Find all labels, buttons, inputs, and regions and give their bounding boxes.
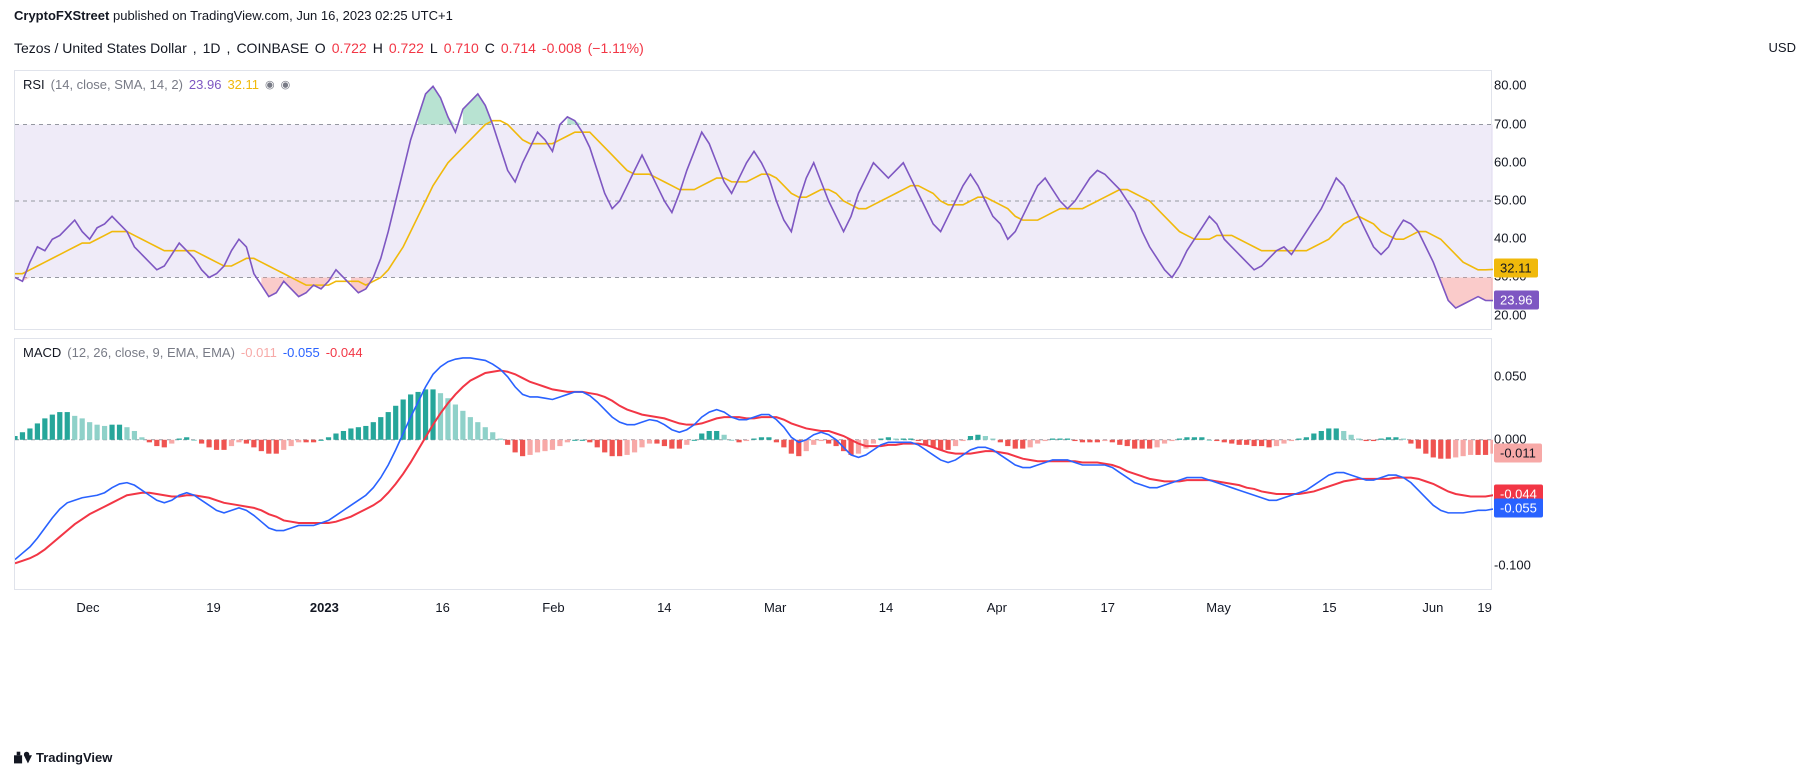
rsi-chart	[15, 71, 1493, 331]
time-axis-label: 14	[879, 600, 893, 615]
publish-header: CryptoFXStreet published on TradingView.…	[14, 8, 453, 23]
visibility-icon[interactable]: ◉	[265, 78, 275, 91]
tradingview-logo-text: TradingView	[36, 750, 112, 765]
tradingview-footer: TradingView	[14, 750, 112, 765]
macd-hist-badge: -0.011	[1494, 443, 1542, 462]
rsi-legend-name: RSI	[23, 77, 45, 92]
ohlc-l-label: L	[430, 40, 438, 56]
time-axis-label: 19	[1477, 600, 1491, 615]
published-on: published on TradingView.com,	[113, 8, 293, 23]
time-axis-label: Apr	[987, 600, 1007, 615]
ohlc-o-label: O	[315, 40, 326, 56]
ohlc-c-value: 0.714	[501, 40, 536, 56]
time-axis-label: Jun	[1422, 600, 1443, 615]
macd-legend-name: MACD	[23, 345, 61, 360]
macd-macd-badge: -0.055	[1494, 499, 1543, 518]
macd-legend: MACD (12, 26, close, 9, EMA, EMA) -0.011…	[23, 345, 363, 360]
publish-timestamp: Jun 16, 2023 02:25 UTC+1	[296, 8, 452, 23]
ohlc-change-pct: (−1.11%)	[588, 40, 644, 56]
rsi-pane[interactable]: RSI (14, close, SMA, 14, 2) 23.96 32.11 …	[14, 70, 1492, 330]
symbol-interval: 1D	[203, 40, 221, 56]
ohlc-change-abs: -0.008	[542, 40, 582, 56]
macd-value-sig: -0.044	[326, 345, 363, 360]
visibility-icon[interactable]: ◉	[281, 78, 291, 91]
ohlc-o-value: 0.722	[332, 40, 367, 56]
time-axis-label: Feb	[542, 600, 564, 615]
rsi-value-sma: 32.11	[227, 77, 259, 92]
time-axis-label: 16	[435, 600, 449, 615]
ohlc-l-value: 0.710	[444, 40, 479, 56]
rsi-main-badge: 23.96	[1494, 290, 1539, 309]
rsi-sma-badge: 32.11	[1494, 259, 1538, 278]
symbol-pair: Tezos / United States Dollar	[14, 40, 187, 56]
macd-value-macd: -0.055	[283, 345, 320, 360]
macd-chart	[15, 339, 1493, 591]
time-axis-label: Dec	[76, 600, 99, 615]
macd-value-hist: -0.011	[241, 345, 277, 360]
symbol-exchange: COINBASE	[236, 40, 308, 56]
time-axis: Dec 19 2023 16 Feb 14 Mar 14 Apr 17 May 15 Jun 19	[14, 598, 1492, 628]
macd-y-axis: -0.100-0.0500.0000.050	[1494, 338, 1554, 590]
chart-container: { "header": { "author": "CryptoFXStreet"…	[0, 0, 1814, 775]
time-axis-label: 17	[1100, 600, 1114, 615]
time-axis-label: 14	[657, 600, 671, 615]
currency-label: USD	[1769, 40, 1796, 55]
time-axis-label: Mar	[764, 600, 786, 615]
ohlc-h-label: H	[373, 40, 383, 56]
time-axis-label: May	[1206, 600, 1231, 615]
macd-pane[interactable]: MACD (12, 26, close, 9, EMA, EMA) -0.011…	[14, 338, 1492, 590]
rsi-legend: RSI (14, close, SMA, 14, 2) 23.96 32.11 …	[23, 77, 290, 92]
rsi-legend-params: (14, close, SMA, 14, 2)	[51, 77, 183, 92]
ohlc-c-label: C	[485, 40, 495, 56]
tradingview-logo-icon	[14, 751, 32, 765]
time-axis-label: 2023	[310, 600, 339, 615]
macd-legend-params: (12, 26, close, 9, EMA, EMA)	[67, 345, 235, 360]
symbol-legend: Tezos / United States Dollar, 1D, COINBA…	[14, 40, 644, 56]
rsi-value-main: 23.96	[189, 77, 222, 92]
ohlc-h-value: 0.722	[389, 40, 424, 56]
time-axis-label: 15	[1322, 600, 1336, 615]
time-axis-label: 19	[206, 600, 220, 615]
author-name: CryptoFXStreet	[14, 8, 109, 23]
